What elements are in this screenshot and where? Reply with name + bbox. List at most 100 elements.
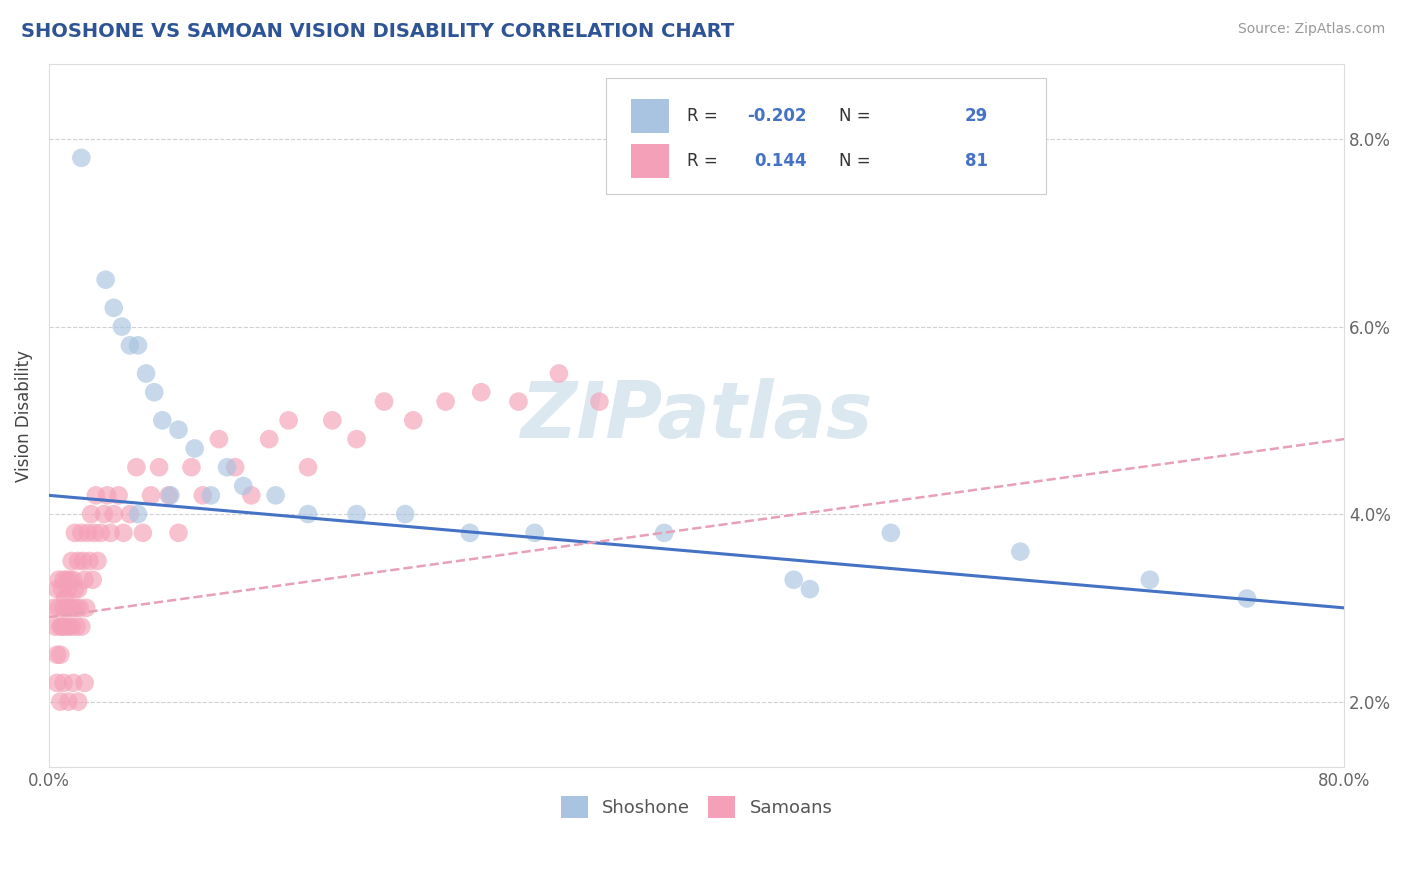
Point (58, 619, 80, 633)
Point (118, 507, 141, 521)
Text: 29: 29 (965, 107, 988, 125)
Point (75, 600, 97, 615)
Point (62, 600, 84, 615)
Point (277, 413, 299, 427)
Point (44, 619, 66, 633)
Point (60, 554, 83, 568)
Point (470, 385, 492, 400)
Point (52, 600, 75, 615)
Point (167, 525, 190, 540)
Point (118, 338, 141, 352)
Point (70, 619, 93, 633)
Text: R =: R = (688, 153, 718, 170)
Point (434, 394, 457, 409)
Point (200, 488, 222, 502)
Point (55, 573, 77, 587)
Point (183, 442, 205, 456)
FancyBboxPatch shape (630, 145, 669, 178)
Point (82, 573, 104, 587)
Point (548, 367, 571, 381)
Point (150, 413, 173, 427)
Point (103, 507, 125, 521)
Point (799, 582, 821, 596)
Point (588, 394, 610, 409)
Point (94, 273, 117, 287)
Point (191, 488, 214, 502)
Point (65, 619, 87, 633)
Point (132, 525, 155, 540)
Point (321, 413, 343, 427)
Point (90, 525, 112, 540)
Point (70, 151, 93, 165)
FancyBboxPatch shape (606, 78, 1046, 194)
Point (159, 488, 181, 502)
Point (100, 525, 122, 540)
Point (257, 432, 280, 446)
Point (139, 488, 162, 502)
Point (49, 619, 72, 633)
Text: SHOSHONE VS SAMOAN VISION DISABILITY CORRELATION CHART: SHOSHONE VS SAMOAN VISION DISABILITY COR… (21, 22, 734, 41)
Point (208, 432, 231, 446)
Text: ZIPatlas: ZIPatlas (520, 377, 873, 454)
Text: R =: R = (688, 107, 718, 125)
Point (52, 573, 75, 587)
Text: N =: N = (839, 153, 870, 170)
Point (59, 600, 82, 615)
Point (67, 554, 90, 568)
Point (48, 573, 70, 587)
Point (58, 582, 80, 596)
Point (880, 525, 903, 540)
Point (232, 479, 254, 493)
Point (264, 488, 287, 502)
Point (62, 676, 84, 690)
Point (80, 507, 103, 521)
Point (402, 413, 425, 427)
Point (167, 423, 190, 437)
Y-axis label: Vision Disability: Vision Disability (15, 350, 32, 482)
Point (62, 573, 84, 587)
Point (107, 488, 129, 502)
Point (51, 619, 73, 633)
Point (51, 582, 73, 596)
Legend: Shoshone, Samoans: Shoshone, Samoans (554, 789, 839, 825)
Point (1010, 544, 1032, 558)
Point (49, 648, 72, 662)
Point (65, 600, 87, 615)
Point (135, 367, 157, 381)
Point (52, 676, 75, 690)
Point (394, 507, 416, 521)
Point (48, 600, 70, 615)
Point (111, 319, 134, 334)
Point (125, 460, 148, 475)
Point (143, 385, 166, 400)
Point (373, 394, 395, 409)
Point (346, 507, 368, 521)
Point (103, 301, 125, 315)
Point (63, 525, 86, 540)
Point (1139, 573, 1161, 587)
Point (127, 507, 149, 521)
Point (49, 695, 72, 709)
Point (297, 460, 319, 475)
Point (79, 554, 101, 568)
Point (783, 573, 806, 587)
Point (42, 600, 65, 615)
Point (240, 488, 263, 502)
Point (84, 488, 107, 502)
Point (215, 460, 238, 475)
Point (53, 619, 76, 633)
Point (58, 695, 80, 709)
Point (127, 338, 149, 352)
Point (69, 600, 91, 615)
Point (67, 582, 90, 596)
Point (180, 460, 202, 475)
Point (72, 554, 94, 568)
Point (46, 648, 69, 662)
Point (523, 525, 546, 540)
Point (55, 600, 77, 615)
Point (86, 554, 108, 568)
Text: -0.202: -0.202 (747, 107, 807, 125)
Point (96, 488, 118, 502)
Text: 0.144: 0.144 (754, 153, 807, 170)
Point (346, 432, 368, 446)
